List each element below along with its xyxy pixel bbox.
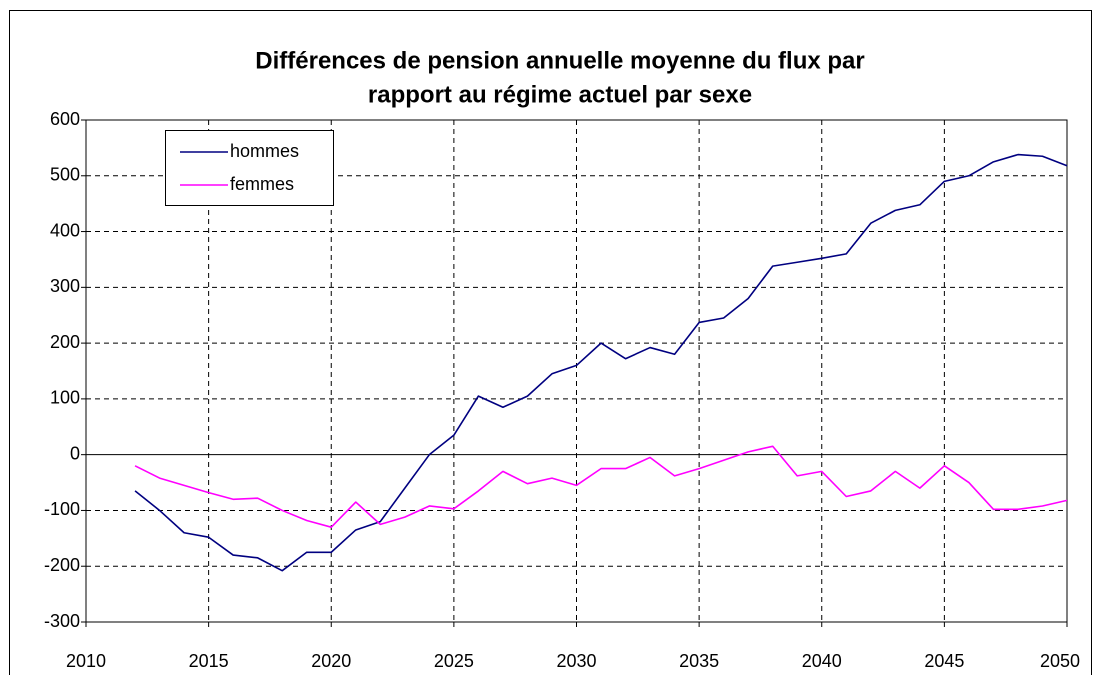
x-tick-label: 2020 bbox=[311, 651, 351, 671]
x-tick-label: 2010 bbox=[66, 651, 106, 671]
y-tick-label: -100 bbox=[44, 499, 80, 519]
line-series bbox=[134, 153, 1068, 572]
legend-box bbox=[165, 130, 334, 206]
y-tick-label: 0 bbox=[70, 443, 80, 463]
chart-title: rapport au régime actuel par sexe bbox=[368, 81, 752, 108]
y-tick-label: -300 bbox=[44, 611, 80, 631]
legend-label: hommes bbox=[230, 141, 299, 161]
line-series bbox=[134, 445, 1068, 528]
x-tick-label: 2045 bbox=[924, 651, 964, 671]
y-tick-label: 600 bbox=[50, 109, 80, 129]
y-tick-label: -200 bbox=[44, 555, 80, 575]
legend-label: femmes bbox=[230, 174, 294, 194]
x-tick-label: 2035 bbox=[679, 651, 719, 671]
y-tick-label: 500 bbox=[50, 165, 80, 185]
x-tick-label: 2030 bbox=[556, 651, 596, 671]
y-tick-label: 300 bbox=[50, 276, 80, 296]
y-tick-label: 400 bbox=[50, 220, 80, 240]
y-tick-label: 100 bbox=[50, 388, 80, 408]
y-tick-label: 200 bbox=[50, 332, 80, 352]
x-tick-label: 2050 bbox=[1040, 651, 1080, 671]
x-tick-label: 2015 bbox=[189, 651, 229, 671]
x-tick-label: 2025 bbox=[434, 651, 474, 671]
x-tick-label: 2040 bbox=[802, 651, 842, 671]
chart-title: Différences de pension annuelle moyenne … bbox=[255, 47, 864, 74]
